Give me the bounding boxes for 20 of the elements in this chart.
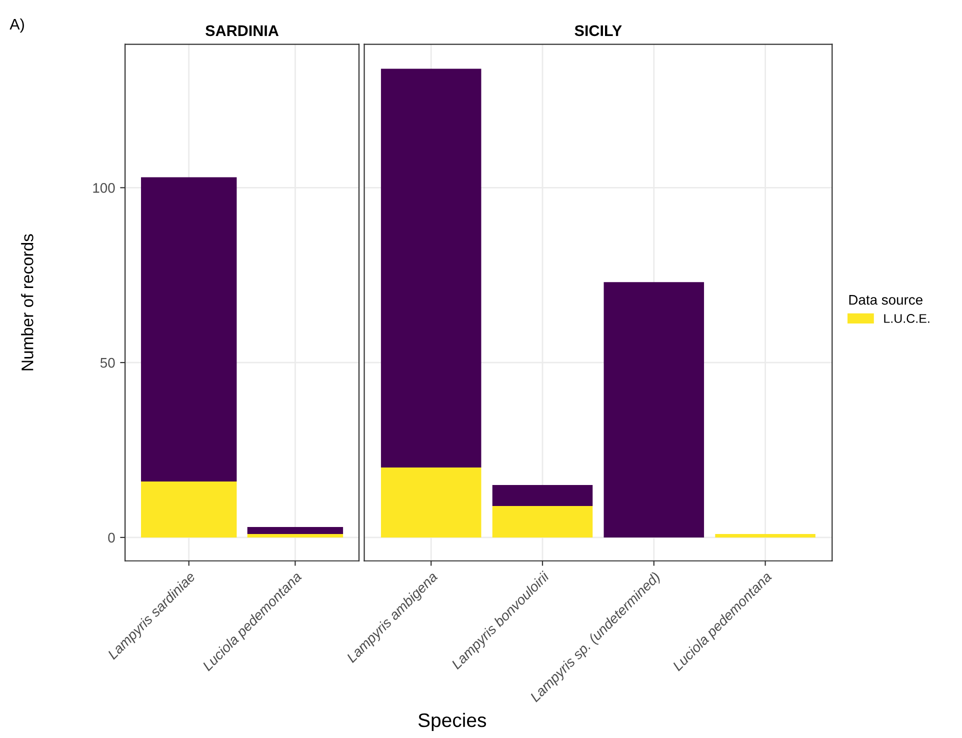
y-tick-label: 0 — [108, 532, 115, 543]
legend-label: L.U.C.E. — [884, 314, 930, 323]
bar — [380, 68, 482, 468]
bar — [715, 534, 816, 538]
bar — [141, 177, 237, 482]
chart-title: SARDINIA — [206, 25, 279, 36]
bar — [604, 282, 704, 538]
bar — [247, 526, 344, 534]
bar — [141, 481, 237, 538]
bar — [492, 484, 593, 506]
text: A) — [10, 18, 24, 33]
bar — [492, 506, 593, 538]
bar — [247, 534, 344, 538]
y-tick-label: 50 — [100, 358, 115, 368]
y-tick-label: 100 — [93, 183, 115, 193]
chart-title: SICILY — [574, 25, 622, 36]
y-axis-title: Number of records — [21, 234, 34, 370]
bar — [380, 467, 482, 538]
x-axis-title: Species — [418, 712, 486, 731]
legend-title: Data source — [849, 295, 922, 305]
